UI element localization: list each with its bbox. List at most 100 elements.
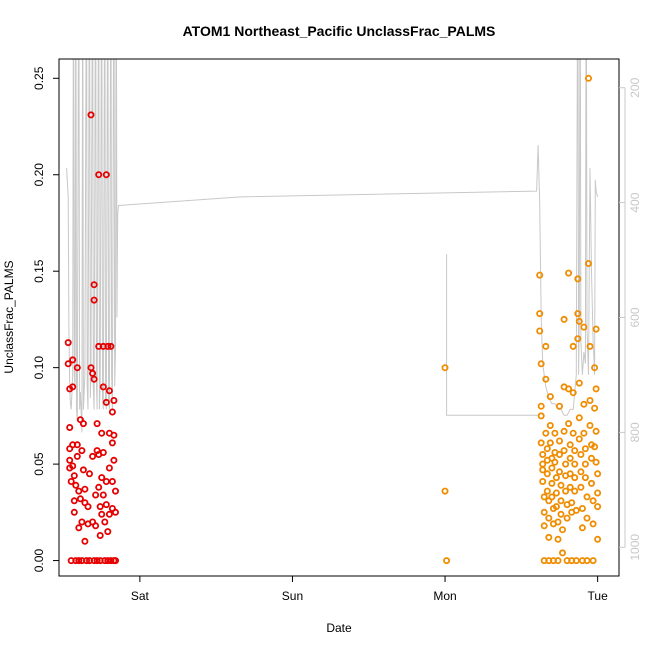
x-axis-label: Date xyxy=(326,621,352,635)
data-point xyxy=(562,460,570,468)
depth-line-segment xyxy=(446,254,539,416)
data-point xyxy=(90,281,98,289)
right-y-tick-label: 600 xyxy=(628,307,642,327)
data-point xyxy=(545,533,553,541)
data-point xyxy=(102,171,110,179)
data-point xyxy=(562,487,570,495)
data-point xyxy=(69,462,77,470)
data-point xyxy=(556,437,564,445)
data-point xyxy=(86,470,94,478)
data-point xyxy=(575,379,583,387)
data-point xyxy=(73,441,81,449)
data-point xyxy=(585,259,593,267)
x-tick-label: Tue xyxy=(588,589,609,603)
data-point xyxy=(594,470,602,478)
data-point xyxy=(66,423,74,431)
y-tick-label: 0.00 xyxy=(32,549,46,573)
data-point xyxy=(537,412,545,420)
data-point xyxy=(93,557,101,565)
data-point xyxy=(554,535,562,543)
data-point xyxy=(556,402,564,410)
data-point xyxy=(588,454,596,462)
data-point xyxy=(441,487,449,495)
y-tick-label: 0.15 xyxy=(32,259,46,283)
data-point xyxy=(592,325,600,333)
data-point xyxy=(566,470,574,478)
data-point xyxy=(539,466,547,474)
data-point xyxy=(64,339,72,347)
data-point xyxy=(545,514,553,522)
data-point xyxy=(568,499,576,507)
data-point xyxy=(101,518,109,526)
data-point xyxy=(589,557,597,565)
data-point xyxy=(99,491,107,499)
data-point xyxy=(577,483,585,491)
data-point xyxy=(110,396,118,404)
depth-line xyxy=(66,59,599,433)
data-point xyxy=(441,364,449,372)
y-axis: 0.00 0.05 0.10 0.15 0.20 0.25 xyxy=(32,66,59,572)
data-point xyxy=(588,479,596,487)
data-point xyxy=(578,504,586,512)
data-point xyxy=(73,364,81,372)
data-point xyxy=(571,487,579,495)
x-axis: Sat Sun Mon Tue xyxy=(131,576,608,603)
data-point xyxy=(540,508,548,516)
data-point xyxy=(552,489,560,497)
data-point xyxy=(104,342,112,350)
data-point xyxy=(581,445,589,453)
data-point xyxy=(93,420,101,428)
data-point xyxy=(560,427,568,435)
data-point xyxy=(575,414,583,422)
data-point xyxy=(90,296,98,304)
data-point xyxy=(75,557,83,565)
data-point xyxy=(104,528,112,536)
data-point xyxy=(548,479,556,487)
data-point xyxy=(537,402,545,410)
data-point xyxy=(592,385,600,393)
data-point xyxy=(98,429,106,437)
data-point xyxy=(548,493,556,501)
data-point xyxy=(108,439,116,447)
data-point xyxy=(551,429,559,437)
data-point xyxy=(542,375,550,383)
data-point xyxy=(583,493,591,501)
data-point xyxy=(592,427,600,435)
data-point xyxy=(574,310,582,318)
data-point xyxy=(102,501,110,509)
data-point xyxy=(572,506,580,514)
data-point xyxy=(559,526,567,534)
right-y-tick-label: 1000 xyxy=(628,534,642,561)
data-point xyxy=(537,360,545,368)
data-point xyxy=(574,335,582,343)
data-point xyxy=(542,429,550,437)
data-point xyxy=(566,454,574,462)
data-point xyxy=(557,510,565,518)
data-point xyxy=(585,74,593,82)
data-point xyxy=(560,447,568,455)
x-tick-label: Sat xyxy=(131,589,150,603)
data-point xyxy=(98,474,106,482)
data-point xyxy=(83,557,91,565)
data-point xyxy=(76,495,84,503)
data-point xyxy=(554,557,562,565)
data-point xyxy=(575,317,583,325)
y-tick-label: 0.25 xyxy=(32,66,46,90)
data-point xyxy=(540,522,548,530)
data-point xyxy=(548,464,556,472)
data-point xyxy=(112,557,120,565)
data-point xyxy=(107,342,115,350)
data-point xyxy=(69,356,77,364)
data-point xyxy=(594,535,602,543)
data-point xyxy=(102,398,110,406)
data-point xyxy=(580,400,588,408)
data-point xyxy=(557,481,565,489)
data-point xyxy=(536,327,544,335)
x-tick-label: Mon xyxy=(433,589,456,603)
data-point xyxy=(105,387,113,395)
data-point xyxy=(552,503,560,511)
data-point xyxy=(556,450,564,458)
data-point xyxy=(443,557,451,565)
data-point xyxy=(99,383,107,391)
